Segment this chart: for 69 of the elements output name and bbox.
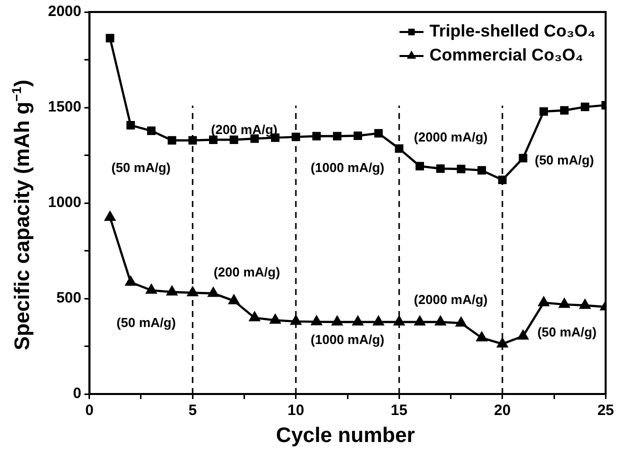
y-tick-label: 1500 (48, 98, 82, 116)
point (414, 314, 426, 326)
point (248, 310, 261, 322)
point (269, 313, 282, 324)
point (434, 314, 447, 326)
point (416, 162, 424, 170)
point (374, 129, 383, 138)
point (331, 314, 344, 326)
point (209, 136, 218, 144)
point (168, 136, 176, 145)
y-tick-label: 500 (56, 290, 82, 307)
annotation: (50 mA/g) (537, 324, 597, 340)
point (518, 154, 528, 162)
point (332, 132, 342, 140)
point (516, 329, 530, 340)
point (292, 132, 300, 142)
x-tick-label: 20 (494, 402, 511, 420)
point (124, 275, 137, 286)
point (145, 283, 158, 294)
annotation: (1000 mA/g) (310, 332, 384, 348)
point (290, 314, 302, 325)
x-tick-label: 5 (188, 402, 197, 420)
legend-label: Triple-shelled Co₃O₄ (430, 22, 596, 41)
legend-label: Commercial Co₃O₄ (430, 46, 584, 65)
x-tick-label: 0 (85, 402, 94, 420)
y-tick-label: 1000 (48, 194, 82, 212)
annotation: (50 mA/g) (534, 152, 594, 168)
point (394, 144, 404, 153)
point (354, 132, 362, 140)
point (558, 297, 570, 308)
point (147, 126, 156, 136)
annotation: (50 mA/g) (111, 160, 171, 176)
point (207, 286, 220, 297)
point (166, 285, 178, 296)
point (104, 210, 116, 221)
x-axis-title: Cycle number (275, 424, 416, 448)
annotation: (50 mA/g) (116, 314, 176, 330)
point (578, 298, 592, 309)
point (126, 121, 135, 130)
x-tick-label: 25 (597, 402, 614, 420)
point (456, 164, 466, 174)
point (188, 136, 197, 145)
point (393, 314, 406, 326)
y-tick-label: 2000 (48, 3, 82, 20)
point (478, 166, 486, 175)
point (580, 102, 590, 112)
annotation: (2000 mA/g) (414, 130, 488, 145)
point (498, 176, 507, 184)
x-tick-label: 10 (288, 402, 304, 420)
point (312, 132, 321, 140)
point (310, 314, 323, 326)
x-tick-label: 15 (390, 402, 408, 420)
point (186, 286, 199, 296)
point (106, 34, 114, 42)
annotation: (200 mA/g) (214, 264, 280, 280)
point (539, 107, 548, 116)
annotation: (2000 mA/g) (414, 292, 488, 307)
point (560, 106, 569, 115)
annotation: (1000 mA/g) (310, 160, 384, 176)
point (476, 330, 488, 342)
point (436, 164, 445, 173)
point (496, 336, 508, 348)
y-tick-label: 0 (73, 385, 82, 402)
point (455, 316, 468, 327)
point (352, 314, 364, 326)
point (538, 296, 550, 306)
point (228, 294, 240, 304)
point (230, 136, 238, 144)
point (372, 314, 385, 326)
